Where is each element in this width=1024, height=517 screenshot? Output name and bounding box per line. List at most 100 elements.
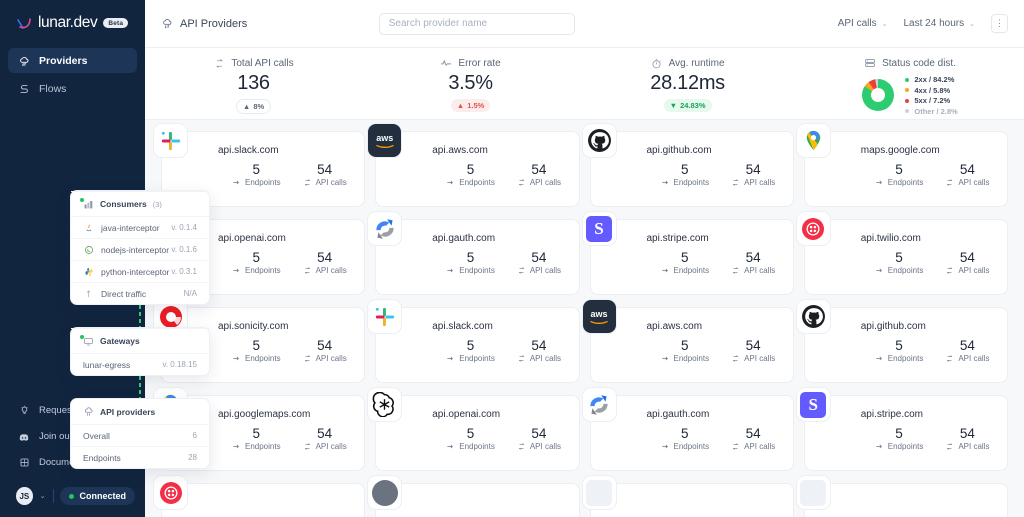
metric-label: Endpoints (245, 354, 281, 363)
status-badge[interactable]: Connected (60, 487, 135, 505)
provider-card[interactable]: api.gauth.com 5 Endpoints 54 API calls (581, 387, 794, 471)
provider-card[interactable] (153, 475, 366, 517)
brand-name: lunar.dev (38, 14, 98, 31)
cloud-arrows-icon (18, 55, 30, 67)
status-dot-icon (80, 335, 84, 339)
sidebar-item-providers[interactable]: Providers (8, 48, 137, 73)
api-providers-title: API providers (100, 406, 156, 417)
metric-value: 5 (252, 338, 261, 353)
metric-select[interactable]: API calls ⌄ (838, 18, 888, 29)
metric-label: Endpoints (887, 354, 924, 363)
provider-host: api.gauth.com (432, 233, 496, 244)
provider-card[interactable] (581, 475, 794, 517)
metric-label: Endpoints (673, 354, 710, 363)
metric-value: 54 (317, 162, 333, 177)
list-item[interactable]: java-interceptor v. 0.1.4 (71, 216, 209, 238)
provider-logo-icon: aws (367, 123, 403, 158)
stat-label: Error rate (458, 57, 501, 69)
legend-dot-icon (905, 88, 910, 92)
metric-label: API calls (744, 354, 776, 363)
provider-logo-icon (795, 123, 831, 158)
stats-row: Total API calls 136 ▲ 8% Error rate 3.5%… (145, 48, 1024, 120)
provider-card[interactable]: api.github.com 5 Endpoints 54 API calls (581, 123, 794, 207)
list-item[interactable]: Endpoints 28 (71, 446, 209, 468)
provider-metrics: 5 Endpoints 54 API calls (647, 426, 793, 451)
metric-api-calls: 54 API calls (945, 162, 989, 187)
providers-grid: api.slack.com 5 Endpoints 54 API calls a… (153, 123, 1008, 517)
list-item[interactable]: Overall 6 (71, 424, 209, 446)
legend-item: Other / 2.8% (905, 106, 958, 116)
list-item[interactable]: python-interceptor v. 0.3.1 (71, 260, 209, 282)
metric-api-calls: 54 API calls (731, 426, 775, 451)
stat-error-rate: Error rate 3.5% ▲ 1.5% (362, 57, 579, 112)
provider-host: api.github.com (860, 321, 926, 332)
metric-label: API calls (744, 178, 776, 187)
metric-endpoints: 5 Endpoints (446, 338, 495, 363)
provider-logo-icon (367, 299, 403, 334)
provider-card[interactable]: api.gauth.com 5 Endpoints 54 API calls (367, 211, 580, 295)
chevron-down-icon[interactable]: ⌄ (39, 493, 46, 500)
provider-card[interactable]: aws api.aws.com 5 Endpoints 54 API calls (581, 299, 794, 383)
provider-card[interactable]: api.twilio.com 5 Endpoints 54 API calls (795, 211, 1008, 295)
list-item[interactable]: lunar-egress v. 0.18.15 (71, 353, 209, 375)
legend-dot-icon (905, 109, 910, 113)
provider-card[interactable]: api.github.com 5 Endpoints 54 API calls (795, 299, 1008, 383)
legend-label: Other / 2.8% (914, 106, 958, 116)
sidebar-item-flows[interactable]: Flows (8, 76, 137, 101)
provider-logo-icon (581, 123, 617, 158)
metric-api-calls: 54 API calls (945, 426, 989, 451)
provider-card[interactable]: api.slack.com 5 Endpoints 54 API calls (367, 299, 580, 383)
provider-metrics: 5 Endpoints 54 API calls (218, 250, 364, 275)
metric-label: API calls (315, 354, 347, 363)
discord-icon (18, 431, 30, 443)
provider-card[interactable]: api.slack.com 5 Endpoints 54 API calls (153, 123, 366, 207)
provider-card[interactable]: api.openai.com 5 Endpoints 54 API calls (367, 387, 580, 471)
provider-logo-icon (581, 475, 617, 510)
list-item[interactable]: Direct traffic N/A (71, 282, 209, 304)
flow-icon (18, 83, 30, 95)
time-range-select[interactable]: Last 24 hours ⌄ (903, 18, 974, 29)
legend-label: 4xx / 5.8% (914, 85, 951, 95)
metric-label: API calls (958, 178, 990, 187)
provider-metrics: 5 Endpoints 54 API calls (861, 338, 1007, 363)
provider-logo-icon: S (795, 387, 831, 422)
list-item[interactable]: nodejs-interceptor v. 0.1.6 (71, 238, 209, 260)
exchange-icon (213, 57, 225, 69)
provider-logo-icon (153, 475, 188, 510)
metric-api-calls: 54 API calls (731, 338, 775, 363)
provider-metrics: 5 Endpoints 54 API calls (647, 162, 793, 187)
provider-card[interactable]: S api.stripe.com 5 Endpoints 54 API call… (581, 211, 794, 295)
provider-logo-icon: aws (581, 299, 617, 334)
consumers-header: Consumers (3) (71, 191, 209, 216)
stat-label: Total API calls (231, 57, 294, 69)
sidebar-footer: JS ⌄ Connected (0, 481, 145, 517)
stat-delta: ▲ 8% (235, 99, 272, 114)
more-options-button[interactable]: ⋮ (990, 14, 1008, 33)
list-item-label: Endpoints (83, 452, 121, 463)
provider-card[interactable] (795, 475, 1008, 517)
avatar[interactable]: JS (16, 487, 33, 505)
providers-grid-scroll[interactable]: api.slack.com 5 Endpoints 54 API calls a… (145, 120, 1024, 517)
sidebar-item-label: Providers (39, 54, 88, 67)
metric-label: API calls (315, 266, 347, 275)
provider-logo-icon (581, 387, 617, 422)
metric-endpoints: 5 Endpoints (232, 162, 281, 187)
search-input[interactable] (378, 12, 575, 35)
topbar-controls: API calls ⌄ Last 24 hours ⌄ ⋮ (838, 14, 1008, 33)
stat-delta: ▲ 1.5% (450, 99, 491, 112)
list-item-label: Overall (83, 430, 110, 441)
provider-logo-icon (795, 299, 831, 334)
metric-value: 54 (959, 338, 975, 353)
metric-value: 54 (531, 162, 547, 177)
provider-card[interactable]: S api.stripe.com 5 Endpoints 54 API call… (795, 387, 1008, 471)
provider-card[interactable]: maps.google.com 5 Endpoints 54 API calls (795, 123, 1008, 207)
metric-endpoints: 5 Endpoints (446, 426, 495, 451)
metric-api-calls: 54 API calls (517, 338, 561, 363)
metric-label: API calls (529, 442, 561, 451)
provider-card[interactable]: aws api.aws.com 5 Endpoints 54 API calls (367, 123, 580, 207)
cloud-arrows-icon (161, 18, 173, 30)
stat-label: Status code dist. (882, 57, 956, 69)
consumers-box: Consumers (3) java-interceptor v. 0.1.4 … (70, 190, 210, 305)
metric-endpoints: 5 Endpoints (446, 250, 495, 275)
provider-card[interactable] (367, 475, 580, 517)
